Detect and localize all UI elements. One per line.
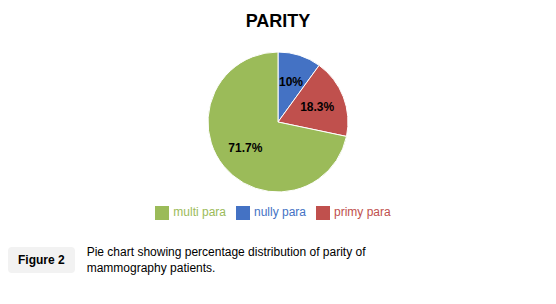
html-text:nully para: nully para (254, 205, 306, 219)
html-text:Pie chart showing percentage d: Pie chart showing percentage distributio… (86, 245, 366, 275)
html-text:primy para: primy para (334, 205, 391, 219)
html-text:PARITY: PARITY (245, 11, 311, 31)
svg-text:71.7%: 71.7% (228, 141, 262, 155)
html-text:Figure 2: Figure 2 (18, 253, 65, 267)
html-text:multi para: multi para (173, 205, 226, 219)
svg-text:10%: 10% (279, 75, 303, 89)
svg-text:18.3%: 18.3% (300, 100, 334, 114)
